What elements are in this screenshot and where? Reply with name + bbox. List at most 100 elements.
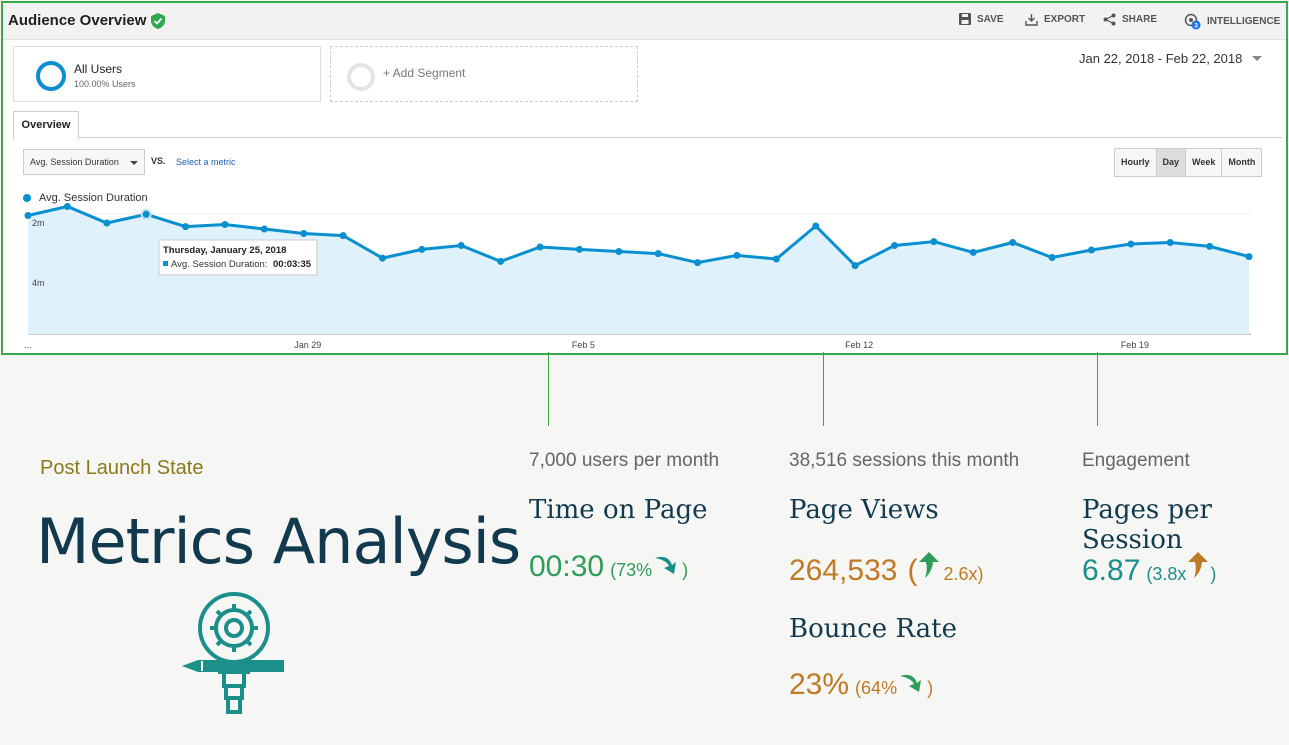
intelligence-label: INTELLIGENCE: [1207, 16, 1281, 27]
chart-point[interactable]: [300, 230, 308, 237]
chart-point[interactable]: [1048, 254, 1056, 261]
arrow-down-icon: [655, 556, 677, 574]
share-button[interactable]: SHARE: [1103, 13, 1157, 26]
y-tick-label: 4m: [32, 278, 45, 288]
chart-point[interactable]: [1206, 242, 1214, 250]
tooltip-swatch: [163, 261, 168, 266]
metric-name-pages-per-session: Pages per Session: [1082, 495, 1212, 555]
chart-point[interactable]: [418, 245, 426, 253]
session-duration-chart: 2m 4m ... Jan 29 Feb 5 Feb 12 Feb 19 Thursday…: [24, 203, 1253, 350]
chart-point[interactable]: [891, 242, 899, 249]
segment-card-all-users[interactable]: All Users 100.00% Users: [13, 46, 321, 102]
chart-line: [27, 204, 1250, 268]
tab-divider: [13, 137, 1282, 138]
metric-name-bounce-rate: Bounce Rate: [789, 614, 957, 644]
chart-point[interactable]: [24, 212, 32, 219]
chart-point[interactable]: [575, 245, 583, 253]
chart-point[interactable]: [457, 242, 465, 249]
chart-point[interactable]: [733, 251, 741, 259]
caption-users-per-month: 7,000 users per month: [529, 450, 720, 471]
intelligence-badge: 3: [1194, 23, 1198, 30]
arrow-up-icon: [919, 552, 940, 578]
legend-dot-icon: [23, 194, 31, 202]
tab-overview[interactable]: Overview: [13, 111, 79, 140]
x-tick-label: Feb 12: [845, 340, 873, 350]
chart-point[interactable]: [694, 259, 702, 267]
x-axis-labels: ... Jan 29 Feb 5 Feb 12 Feb 19: [24, 340, 1149, 350]
share-icon: [1103, 13, 1116, 26]
caption-engagement: Engagement: [1082, 450, 1190, 471]
bounce-rate-close: ): [927, 678, 934, 698]
tooltip-box: [158, 239, 318, 276]
metric-select[interactable]: Avg. Session Duration: [23, 149, 145, 175]
slide-subtitle: Post Launch State: [40, 457, 204, 479]
x-tick-label: Feb 19: [1121, 340, 1149, 350]
x-tick-label: ...: [24, 340, 32, 350]
verified-shield-icon: [151, 13, 165, 29]
metric-select-label: Avg. Session Duration: [30, 157, 119, 167]
top-toolbar: Audience Overview SAVE EXPORT: [3, 3, 1286, 40]
metric-value-pages-per-session: 6.87 (3.8x ): [1082, 550, 1216, 588]
connector-line: [548, 352, 549, 426]
metric-value-bounce-rate: 23% (64% ): [789, 668, 933, 702]
arrow-down-icon: [900, 674, 922, 692]
time-on-page-value: 00:30: [529, 550, 605, 583]
chart-point[interactable]: [339, 232, 347, 240]
chart-point[interactable]: [930, 238, 938, 246]
chart-point[interactable]: [140, 208, 152, 220]
chart-point[interactable]: [1009, 239, 1017, 246]
save-label: SAVE: [977, 13, 1004, 25]
save-button[interactable]: SAVE: [959, 13, 1004, 25]
legend-label: Avg. Session Duration: [39, 192, 148, 204]
page-title: Audience Overview: [8, 12, 147, 29]
granularity-week-button[interactable]: Week: [1185, 149, 1222, 176]
time-on-page-change: (73%: [610, 560, 653, 580]
vs-label: VS.: [151, 156, 166, 166]
select-metric-link[interactable]: Select a metric: [176, 157, 236, 167]
chart-point[interactable]: [1166, 239, 1174, 246]
pages-per-session-value: 6.87: [1082, 554, 1141, 587]
date-range-picker[interactable]: Jan 22, 2018 - Feb 22, 2018: [1079, 51, 1263, 66]
chart-point[interactable]: [969, 248, 977, 256]
metric-name-page-views: Page Views: [789, 495, 939, 525]
chart-point[interactable]: [772, 255, 780, 263]
page-views-change: 2.6x): [943, 564, 984, 584]
chart-point[interactable]: [63, 203, 71, 210]
chart-point[interactable]: [536, 243, 544, 251]
chart-point[interactable]: [1127, 240, 1135, 248]
chart-point[interactable]: [812, 222, 820, 230]
empty-segment-ring-icon: [347, 63, 375, 91]
chevron-down-icon: [130, 161, 138, 165]
y-axis-labels: 2m 4m: [32, 218, 45, 288]
chart-point[interactable]: [103, 219, 111, 227]
page-views-open-paren: (: [907, 554, 918, 587]
granularity-day-button[interactable]: Day: [1155, 149, 1186, 176]
chart-point[interactable]: [615, 248, 623, 255]
time-on-page-close: ): [682, 560, 689, 580]
bounce-rate-change: (64%: [855, 678, 898, 698]
granularity-month-button[interactable]: Month: [1221, 149, 1262, 176]
tooltip-date: Thursday, January 25, 2018: [163, 245, 286, 256]
save-icon: [959, 13, 971, 25]
export-icon: [1025, 14, 1038, 26]
add-segment-card[interactable]: + Add Segment: [330, 46, 638, 102]
export-button[interactable]: EXPORT: [1025, 13, 1085, 26]
chart-point[interactable]: [1087, 246, 1095, 254]
chart-points: [24, 203, 1253, 270]
x-tick-label: Jan 29: [294, 340, 321, 350]
chart-point[interactable]: [378, 254, 386, 262]
chart-point[interactable]: [497, 257, 505, 265]
chart-point[interactable]: [654, 250, 662, 258]
granularity-hourly-button[interactable]: Hourly: [1115, 149, 1156, 176]
chart-tooltip: Thursday, January 25, 2018 Avg. Session …: [158, 239, 318, 276]
date-range-label: Jan 22, 2018 - Feb 22, 2018: [1079, 51, 1243, 66]
chart-point[interactable]: [1245, 253, 1253, 261]
intelligence-button[interactable]: 3 INTELLIGENCE: [1184, 13, 1280, 30]
chart-point[interactable]: [221, 221, 229, 228]
bounce-rate-value: 23%: [789, 668, 850, 701]
chart-point[interactable]: [182, 223, 190, 231]
chart-point[interactable]: [851, 262, 859, 270]
metric-value-time-on-page: 00:30 (73% ): [529, 550, 688, 584]
chart-point[interactable]: [260, 225, 268, 233]
chart-area: [28, 206, 1249, 334]
